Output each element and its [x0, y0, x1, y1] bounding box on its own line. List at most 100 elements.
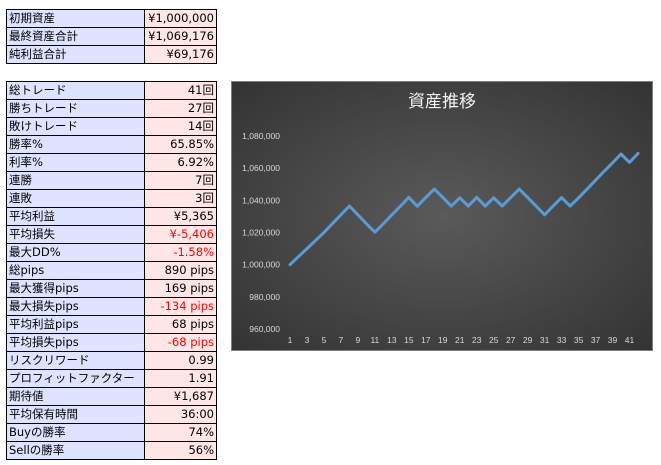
table-row: 期待値 ¥1,687 [6, 387, 217, 406]
table-row: 敗けトレード 14回 [6, 117, 217, 136]
y-axis: 1,080,000 1,060,000 1,040,000 1,020,000 1,00… [242, 131, 280, 334]
table-row: 利率% 6.92% [6, 153, 217, 172]
table-row: Sellの勝率 56% [6, 441, 217, 460]
table-row: 初期資産 ¥1,000,000 [6, 9, 217, 28]
row-value[interactable]: ¥-5,406 [144, 225, 217, 244]
y-tick-label: 980,000 [249, 292, 280, 302]
row-label[interactable]: 平均利益 [6, 207, 145, 226]
row-label[interactable]: 平均利益pips [6, 315, 145, 334]
row-label[interactable]: 総pips [6, 261, 145, 280]
table-row: 最終資産合計 ¥1,069,176 [6, 27, 217, 46]
row-value[interactable]: 14回 [144, 117, 217, 136]
row-value[interactable]: ¥1,687 [144, 387, 217, 406]
x-tick-label: 29 [523, 335, 533, 345]
x-tick-label: 23 [472, 335, 482, 345]
row-label[interactable]: 最大獲得pips [6, 279, 145, 298]
row-label[interactable]: 平均保有時間 [6, 405, 145, 424]
x-tick-label: 27 [506, 335, 516, 345]
table-row: Buyの勝率 74% [6, 423, 217, 442]
row-label[interactable]: 連敗 [6, 189, 145, 208]
row-value[interactable]: 41回 [144, 81, 217, 100]
row-label[interactable]: 初期資産 [6, 9, 145, 28]
row-value[interactable]: 1.91 [144, 369, 217, 388]
table-row: 最大損失pips -134 pips [6, 297, 217, 316]
row-value[interactable]: 27回 [144, 99, 217, 118]
row-value[interactable]: 169 pips [144, 279, 217, 298]
row-label[interactable]: Buyの勝率 [6, 423, 145, 442]
x-tick-label: 41 [625, 335, 635, 345]
row-value[interactable]: ¥1,000,000 [144, 9, 217, 28]
row-value[interactable]: 3回 [144, 189, 217, 208]
x-tick-label: 7 [339, 335, 344, 345]
row-value[interactable]: ¥69,176 [144, 45, 217, 64]
row-value[interactable]: ¥1,069,176 [144, 27, 217, 46]
row-value[interactable]: ¥5,365 [144, 207, 217, 226]
row-value[interactable]: 890 pips [144, 261, 217, 280]
row-value[interactable]: 0.99 [144, 351, 217, 370]
y-tick-label: 960,000 [249, 324, 280, 334]
x-tick-label: 37 [591, 335, 601, 345]
table-row: リスクリワード 0.99 [6, 351, 217, 370]
x-tick-label: 19 [438, 335, 448, 345]
table-row: 連勝 7回 [6, 171, 217, 190]
y-tick-label: 1,060,000 [242, 163, 280, 173]
row-label[interactable]: Sellの勝率 [6, 441, 145, 460]
x-tick-label: 21 [455, 335, 465, 345]
y-tick-label: 1,040,000 [242, 195, 280, 205]
x-tick-label: 11 [370, 335, 379, 345]
row-value[interactable]: 74% [144, 423, 217, 442]
x-tick-label: 17 [421, 335, 431, 345]
x-tick-label: 5 [322, 335, 327, 345]
row-label[interactable]: 最大DD% [6, 243, 145, 262]
row-label[interactable]: 期待値 [6, 387, 145, 406]
row-value[interactable]: 7回 [144, 171, 217, 190]
row-value[interactable]: -134 pips [144, 297, 217, 316]
table-row: 最大DD% -1.58% [6, 243, 217, 262]
row-value[interactable]: 6.92% [144, 153, 217, 172]
x-axis: 1 3 5 7 9 11 13 15 17 19 21 23 25 27 29 31 33 35 37 39 41 [288, 335, 635, 345]
x-tick-label: 39 [608, 335, 618, 345]
row-label[interactable]: 利率% [6, 153, 145, 172]
row-label[interactable]: 勝ちトレード [6, 99, 145, 118]
row-value[interactable]: 68 pips [144, 315, 217, 334]
table-row: プロフィットファクター 1.91 [6, 369, 217, 388]
table-row: 純利益合計 ¥69,176 [6, 45, 217, 64]
x-tick-label: 9 [356, 335, 361, 345]
row-label[interactable]: 連勝 [6, 171, 145, 190]
row-value[interactable]: 36:00 [144, 405, 217, 424]
table-row: 勝ちトレード 27回 [6, 99, 217, 118]
asset-chart[interactable]: 資産推移 1,080,000 1,060,000 1,040,000 1,020,00… [231, 81, 653, 351]
x-tick-label: 33 [557, 335, 567, 345]
table-row: 総トレード 41回 [6, 81, 217, 100]
y-tick-label: 1,020,000 [242, 228, 280, 238]
row-value[interactable]: -1.58% [144, 243, 217, 262]
row-label[interactable]: 最終資産合計 [6, 27, 145, 46]
asset-series-line [288, 151, 640, 267]
row-label[interactable]: 純利益合計 [6, 45, 145, 64]
row-value[interactable]: 65.85% [144, 135, 217, 154]
table-row: 最大獲得pips 169 pips [6, 279, 217, 298]
x-tick-label: 31 [540, 335, 550, 345]
row-label[interactable]: 総トレード [6, 81, 145, 100]
y-tick-label: 1,080,000 [242, 131, 280, 141]
x-tick-label: 35 [574, 335, 584, 345]
table-row: 総pips 890 pips [6, 261, 217, 280]
table-row: 平均利益 ¥5,365 [6, 207, 217, 226]
x-tick-label: 1 [288, 335, 293, 345]
row-value[interactable]: -68 pips [144, 333, 217, 352]
row-label[interactable]: 平均損失pips [6, 333, 145, 352]
y-tick-label: 1,000,000 [242, 260, 280, 270]
x-tick-label: 3 [305, 335, 310, 345]
summary-table: 初期資産 ¥1,000,000 最終資産合計 ¥1,069,176 純利益合計 ¥69,1… [6, 9, 217, 64]
row-label[interactable]: 最大損失pips [6, 297, 145, 316]
x-tick-label: 13 [387, 335, 397, 345]
row-label[interactable]: プロフィットファクター [6, 369, 145, 388]
asset-chart-svg: 資産推移 1,080,000 1,060,000 1,040,000 1,020,00… [242, 92, 640, 345]
row-label[interactable]: 勝率% [6, 135, 145, 154]
row-label[interactable]: 敗けトレード [6, 117, 145, 136]
row-label[interactable]: 平均損失 [6, 225, 145, 244]
row-label[interactable]: リスクリワード [6, 351, 145, 370]
row-value[interactable]: 56% [144, 441, 217, 460]
x-tick-label: 15 [404, 335, 414, 345]
table-row: 平均保有時間 36:00 [6, 405, 217, 424]
